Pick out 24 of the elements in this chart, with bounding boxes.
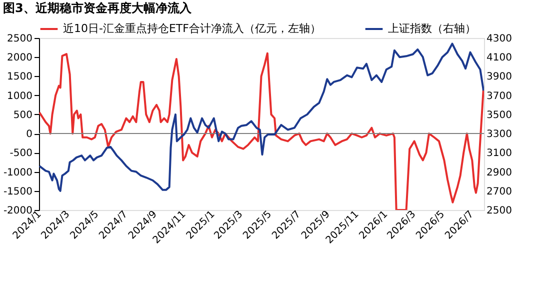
y2-tick-label: 3700	[486, 90, 512, 102]
y2-tick-label: 3900	[486, 72, 512, 83]
y2-tick-label: 3300	[486, 129, 512, 140]
y2-tick-label: 2700	[486, 186, 512, 198]
y-tick-label: 2000	[7, 52, 32, 64]
y2-tick-label: 3100	[486, 148, 512, 160]
y-tick-label: 2500	[7, 34, 32, 44]
y-tick-label: 0	[26, 129, 32, 140]
legend-label: 近10日-汇金重点持仓ETF合计净流入（亿元，左轴）	[63, 22, 321, 35]
chart-title: 图3、近期稳市资金再度大幅净流入	[2, 1, 192, 15]
legend-label: 上证指数（右轴）	[388, 22, 476, 35]
y-tick-label: -1000	[3, 167, 32, 178]
line-series	[39, 42, 484, 192]
y-tick-label: 1000	[7, 90, 32, 102]
y2-tick-label: 4100	[486, 52, 512, 64]
y2-tick-label: 2900	[486, 167, 512, 178]
y2-tick-label: 2500	[486, 206, 512, 216]
y2-tick-label: 4300	[486, 34, 512, 44]
y-tick-label: -1500	[3, 186, 32, 198]
y-tick-label: -500	[10, 148, 32, 160]
y-tick-label: 500	[13, 110, 32, 121]
y-tick-label: 1500	[7, 72, 32, 83]
y2-tick-label: 3500	[486, 110, 512, 121]
line-series	[39, 52, 484, 210]
